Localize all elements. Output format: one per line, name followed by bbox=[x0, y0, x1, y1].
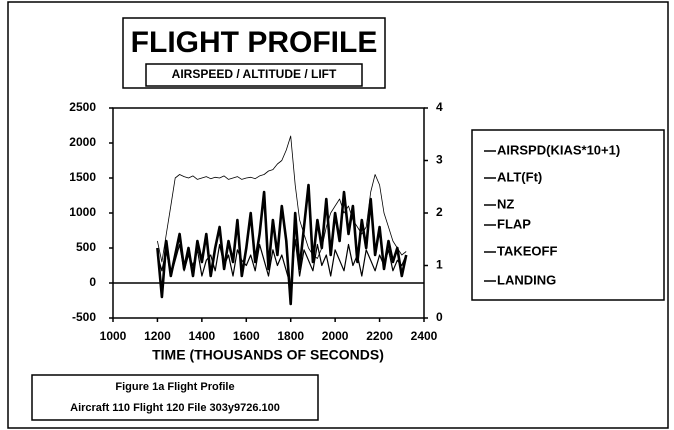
x-tick-label: 1200 bbox=[144, 329, 171, 343]
subtitle-box bbox=[145, 63, 363, 87]
page-frame bbox=[7, 1, 669, 429]
x-tick-label: 1000 bbox=[100, 329, 127, 343]
x-tick-label: 1400 bbox=[189, 329, 216, 343]
x-axis-label: TIME (THOUSANDS OF SECONDS) bbox=[152, 347, 384, 363]
y2-tick-label: 3 bbox=[436, 153, 443, 167]
y2-tick-label: 2 bbox=[436, 205, 443, 219]
y-tick-label: -500 bbox=[72, 310, 96, 324]
chart-title: FLIGHT PROFILE bbox=[131, 26, 378, 59]
legend-label: FLAP bbox=[497, 216, 531, 231]
x-tick-label: 1600 bbox=[233, 329, 260, 343]
x-tick-label: 2400 bbox=[411, 329, 438, 343]
series-line bbox=[156, 238, 407, 288]
y-tick-label: 1000 bbox=[69, 205, 96, 219]
x-tick-label: 1800 bbox=[277, 329, 304, 343]
y-tick-label: 0 bbox=[89, 275, 96, 289]
x-tick-label: 2000 bbox=[322, 329, 349, 343]
legend-label: ALT(Ft) bbox=[497, 169, 542, 184]
series-line bbox=[157, 135, 407, 263]
y2-tick-label: 1 bbox=[436, 258, 443, 272]
y-tick-label: 1500 bbox=[69, 170, 96, 184]
legend-box bbox=[471, 129, 665, 301]
chart-subtitle: AIRSPEED / ALTITUDE / LIFT bbox=[172, 67, 337, 81]
y-tick-label: 2000 bbox=[69, 135, 96, 149]
x-tick-label: 2200 bbox=[366, 329, 393, 343]
legend-label: AIRSPD(KIAS*10+1) bbox=[497, 142, 620, 157]
title-box bbox=[122, 17, 386, 89]
y-tick-label: 2500 bbox=[69, 100, 96, 114]
series-line bbox=[156, 183, 408, 306]
y-tick-label: 500 bbox=[76, 240, 96, 254]
legend-label: LANDING bbox=[497, 272, 556, 287]
caption-box bbox=[31, 374, 319, 421]
caption-line: Figure 1a Flight Profile bbox=[115, 381, 234, 393]
caption-line: Aircraft 110 Flight 120 File 303y9726.10… bbox=[70, 402, 280, 414]
legend-label: NZ bbox=[497, 196, 514, 211]
y2-tick-label: 4 bbox=[436, 100, 443, 114]
legend-label: TAKEOFF bbox=[497, 243, 557, 258]
y2-tick-label: 0 bbox=[436, 310, 443, 324]
